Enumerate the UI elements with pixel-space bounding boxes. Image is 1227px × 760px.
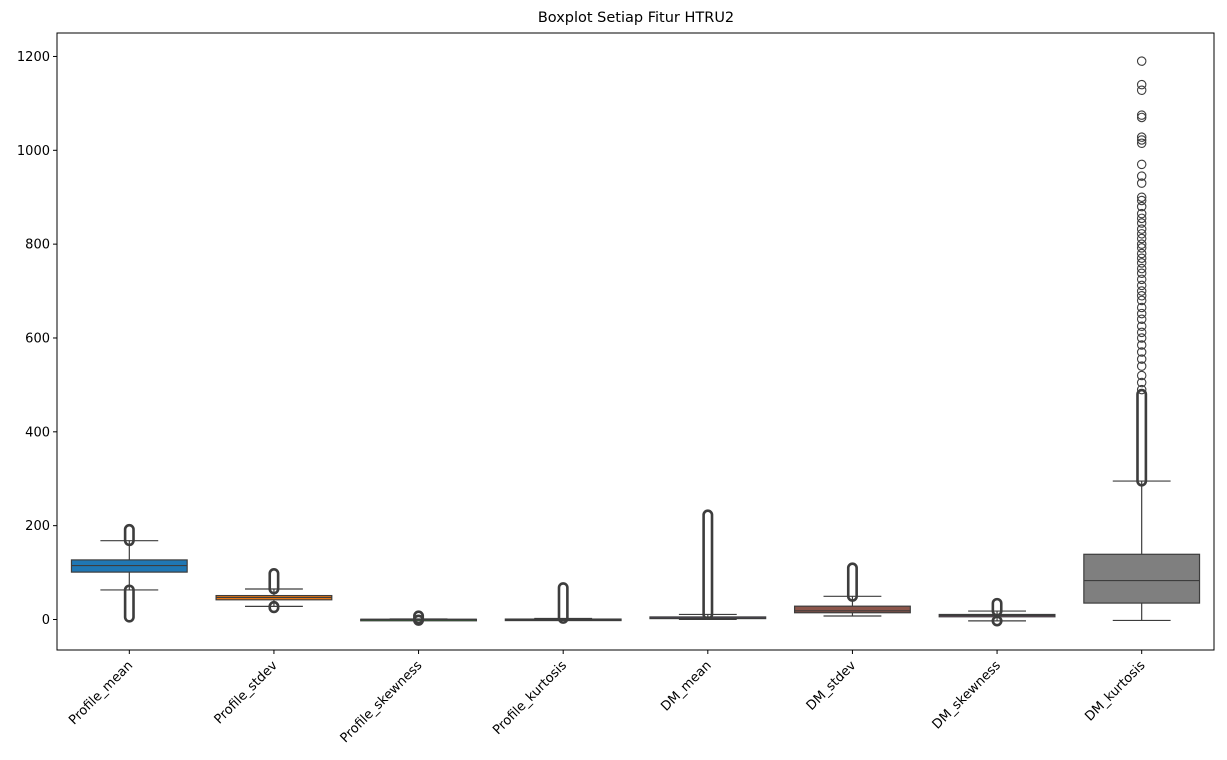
- outlier-point: [1136, 192, 1147, 202]
- outlier-point: [1136, 314, 1147, 324]
- outlier-point: [1136, 112, 1147, 123]
- x-tick-label: Profile_mean: [66, 658, 136, 728]
- outlier-point: [1136, 224, 1147, 234]
- outlier-point: [1136, 233, 1147, 244]
- outlier-range: [268, 600, 280, 614]
- y-tick-label: 600: [25, 331, 50, 346]
- outlier-point: [1136, 239, 1147, 249]
- outlier-point: [1136, 295, 1147, 306]
- outlier-range: [1136, 388, 1148, 487]
- outlier-range: [557, 582, 569, 624]
- outlier-point: [1136, 268, 1147, 278]
- outlier-range: [846, 562, 858, 602]
- box-group: [938, 597, 1056, 627]
- outlier-point: [1136, 347, 1147, 357]
- boxes: [70, 56, 1201, 627]
- box-group: [70, 523, 188, 623]
- outlier-point: [1136, 274, 1147, 285]
- outlier-point: [1136, 195, 1147, 206]
- outlier-point: [1136, 132, 1147, 142]
- y-tick-label: 0: [42, 613, 50, 628]
- x-tick-label: Profile_stdev: [212, 658, 281, 727]
- box-iqr: [793, 605, 911, 614]
- outlier-point: [1136, 361, 1147, 371]
- outlier-range: [268, 568, 280, 595]
- x-tick-label: DM_kurtosis: [1082, 658, 1148, 724]
- outlier-point: [1136, 286, 1147, 296]
- y-tick-label: 400: [25, 425, 50, 440]
- y-tick-label: 800: [25, 238, 50, 253]
- outlier-point: [1136, 327, 1147, 338]
- outlier-point: [1136, 263, 1147, 274]
- outlier-point: [1136, 354, 1147, 364]
- plot-frame: [56, 32, 1215, 651]
- outlier-point: [1136, 229, 1147, 239]
- box-group: [649, 509, 767, 621]
- outlier-point: [1136, 243, 1147, 253]
- outlier-point: [1136, 178, 1147, 188]
- outlier-point: [1136, 159, 1147, 170]
- x-tick-label: Profile_kurtosis: [490, 658, 570, 738]
- x-tick-label: DM_mean: [658, 658, 714, 714]
- box-group: [504, 582, 622, 624]
- outlier-point: [1136, 56, 1147, 66]
- outlier-range: [702, 509, 714, 620]
- y-tick-label: 200: [25, 519, 50, 534]
- outlier-point: [1136, 208, 1147, 219]
- box-group: [360, 610, 478, 626]
- outlier-point: [1136, 340, 1147, 350]
- outlier-range: [991, 615, 1003, 627]
- x-tick-label: Profile_skewness: [338, 658, 426, 746]
- outlier-point: [1136, 218, 1147, 228]
- outlier-point: [1136, 248, 1147, 259]
- outlier-point: [1136, 308, 1147, 319]
- outlier-point: [1136, 321, 1147, 332]
- chart-title: Boxplot Setiap Fitur HTRU2: [538, 10, 734, 26]
- outlier-point: [1136, 85, 1147, 95]
- y-tick-label: 1000: [17, 144, 50, 159]
- outlier-point: [1136, 213, 1147, 224]
- outlier-point: [1136, 291, 1147, 301]
- outlier-point: [1136, 333, 1147, 343]
- outlier-point: [1136, 384, 1147, 395]
- box-iqr: [1083, 553, 1201, 604]
- outlier-point: [1136, 135, 1147, 145]
- outlier-point: [1136, 377, 1147, 388]
- outlier-point: [1136, 79, 1147, 90]
- outlier-range: [991, 597, 1003, 617]
- outlier-point: [1136, 201, 1147, 212]
- box-group: [215, 568, 333, 614]
- y-tick-label: 1200: [17, 50, 50, 65]
- outlier-point: [1136, 302, 1147, 313]
- outlier-point: [1136, 110, 1147, 120]
- axes: 0 200 400 600 800 1000 1200 Profile_mean Profile…: [17, 32, 1215, 746]
- outlier-point: [1136, 253, 1147, 263]
- outlier-point: [1136, 280, 1147, 291]
- box-group: [1083, 56, 1201, 622]
- x-tick-label: DM_stdev: [804, 658, 860, 714]
- outlier-point: [1136, 171, 1147, 181]
- box-group: [793, 562, 911, 617]
- outlier-range: [413, 610, 425, 625]
- x-tick-label: DM_skewness: [930, 658, 1004, 732]
- outlier-point: [1136, 138, 1147, 149]
- outlier-range: [123, 584, 135, 623]
- outlier-range: [123, 523, 135, 547]
- outlier-point: [1136, 258, 1147, 268]
- outlier-point: [1136, 370, 1147, 381]
